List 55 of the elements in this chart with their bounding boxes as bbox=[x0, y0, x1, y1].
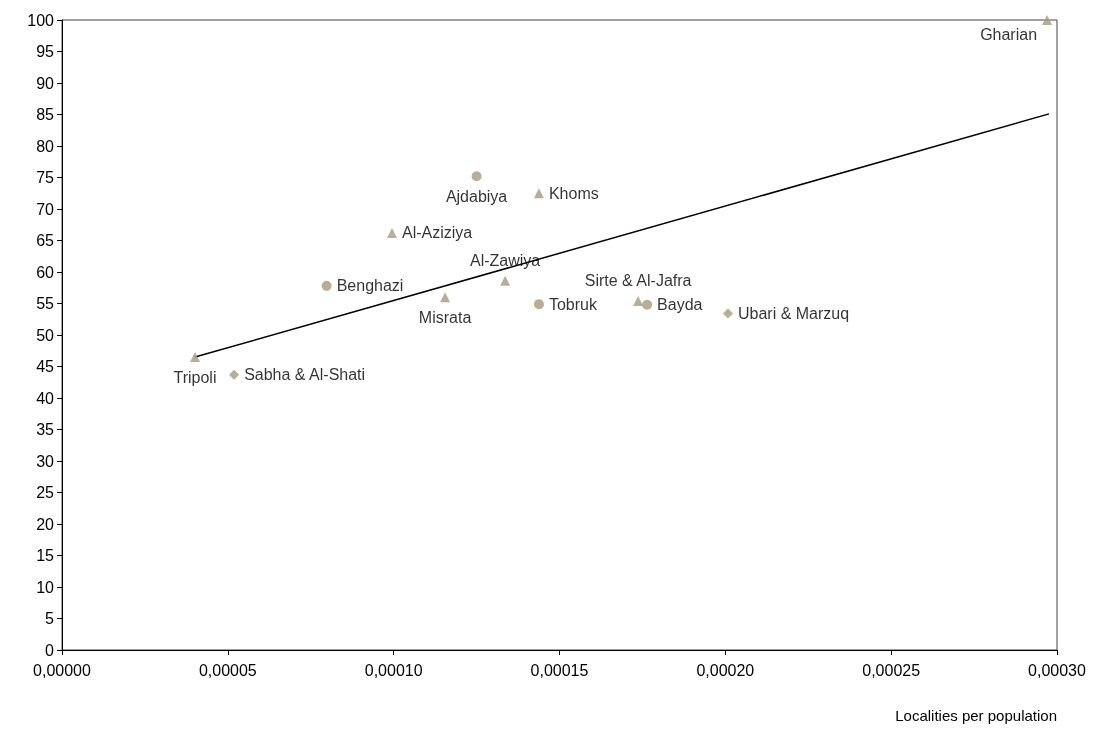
data-label: Tobruk bbox=[548, 295, 598, 313]
y-tick-label: 15 bbox=[36, 547, 55, 564]
y-tick-label: 30 bbox=[36, 452, 55, 470]
y-tick-label: 100 bbox=[27, 11, 55, 29]
point bbox=[321, 280, 332, 291]
y-tick-label: 45 bbox=[36, 358, 55, 375]
y-tick-label: 65 bbox=[36, 232, 55, 249]
y-tick-label: 85 bbox=[36, 106, 55, 123]
y-tick-label: 55 bbox=[36, 295, 55, 312]
y-tick-label: 95 bbox=[36, 43, 55, 60]
x-tick-label: 0,00010 bbox=[364, 661, 423, 679]
data-label: Khoms bbox=[548, 184, 599, 202]
x-tick-label: 0,00015 bbox=[530, 661, 589, 679]
y-tick-label: 50 bbox=[36, 326, 55, 344]
point bbox=[1042, 15, 1053, 25]
x-tick-label: 0,00000 bbox=[33, 661, 92, 679]
data-label: Sirte & Al-Jafra bbox=[584, 272, 692, 290]
point bbox=[500, 275, 511, 286]
point bbox=[642, 299, 653, 310]
point bbox=[440, 292, 451, 303]
point bbox=[387, 227, 398, 238]
data-label: Ubari & Marzuq bbox=[737, 305, 850, 323]
data-label: Gharian bbox=[980, 25, 1038, 43]
data-label: Benghazi bbox=[336, 277, 404, 295]
point bbox=[190, 352, 200, 363]
y-tick-label: 5 bbox=[45, 610, 55, 627]
data-label: Sabha & Al-Shati bbox=[244, 366, 366, 384]
y-tick-label: 40 bbox=[36, 389, 55, 407]
point bbox=[471, 171, 482, 182]
data-label: Al-Aziziya bbox=[402, 224, 473, 242]
y-tick-label: 75 bbox=[36, 169, 55, 186]
x-tick-label: 0,00025 bbox=[862, 661, 921, 679]
y-tick-label: 90 bbox=[36, 74, 55, 92]
data-label: Misrata bbox=[418, 308, 472, 326]
y-tick-label: 25 bbox=[36, 484, 55, 501]
y-tick-label: 70 bbox=[36, 200, 55, 218]
y-tick-label: 10 bbox=[36, 578, 55, 596]
point bbox=[722, 308, 733, 319]
data-label: Bayda bbox=[657, 296, 703, 314]
point bbox=[229, 369, 240, 380]
point bbox=[533, 188, 544, 199]
x-tick-label: 0,00030 bbox=[1028, 661, 1087, 679]
data-label: Al-Zawiya bbox=[469, 252, 541, 270]
y-tick-label: 60 bbox=[36, 263, 55, 281]
y-tick-label: 80 bbox=[36, 137, 55, 155]
point bbox=[633, 295, 644, 306]
data-label: Ajdabiya bbox=[445, 187, 508, 205]
y-tick-label: 35 bbox=[36, 421, 55, 438]
x-axis-title: Localities per population bbox=[895, 707, 1057, 724]
y-tick-label: 20 bbox=[36, 515, 55, 533]
x-tick-label: 0,00005 bbox=[198, 661, 257, 679]
y-tick-label: 0 bbox=[45, 641, 55, 659]
x-tick-label: 0,00020 bbox=[696, 661, 755, 679]
data-label: Tripoli bbox=[173, 368, 217, 386]
point bbox=[533, 299, 544, 310]
